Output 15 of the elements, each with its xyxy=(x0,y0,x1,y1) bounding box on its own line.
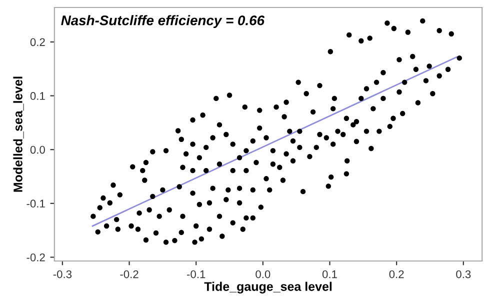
y-tick-label: -0.1 xyxy=(26,200,45,208)
y-axis-title: Modelled_sea_level xyxy=(13,76,24,192)
x-axis-title: Tide_gauge_sea level xyxy=(204,282,332,294)
x-tick-label: -0.3 xyxy=(53,270,72,278)
x-tick-label: 0.0 xyxy=(256,270,270,278)
x-tick-label: -0.2 xyxy=(120,270,138,278)
annotation: Nash-Sutcliffe efficiency = 0.66 xyxy=(61,15,265,28)
x-tick-label: 0.2 xyxy=(389,270,404,278)
y-tick-label: 0.2 xyxy=(30,38,45,46)
y-tick-label: 0.1 xyxy=(30,92,45,100)
x-tick-label: 0.3 xyxy=(456,270,471,278)
y-tick-label: -0.2 xyxy=(26,254,45,262)
x-tick-label: 0.1 xyxy=(322,270,337,278)
y-tick-label: 0.0 xyxy=(30,146,45,154)
x-tick-label: -0.1 xyxy=(187,270,206,278)
